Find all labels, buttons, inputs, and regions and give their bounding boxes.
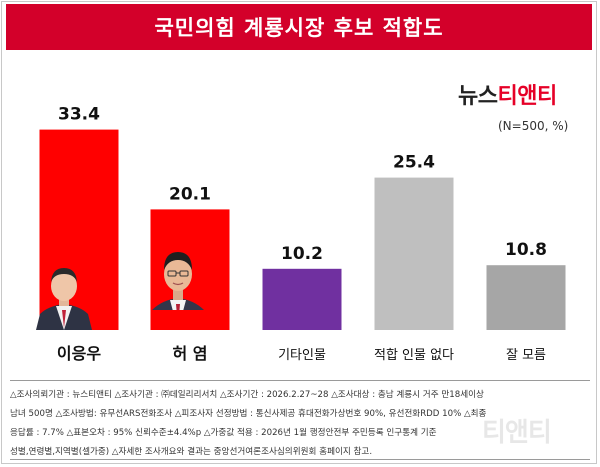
category-label-3: 기타인물 <box>278 348 326 363</box>
bar-5 <box>486 265 566 330</box>
survey-notes: △조사의뢰기관 : 뉴스티앤티 △조사기관 : ㈜데일리리서치 △조사기간 : … <box>10 380 590 460</box>
survey-notes-line: 남녀 500명 △조사방법: 유무선ARS전화조사 △피조사자 선정방법 : 통… <box>10 409 487 419</box>
category-label-2: 허 염 <box>172 344 207 363</box>
bar-value-label-5: 10.8 <box>505 240 547 260</box>
candidate-photo-heo <box>146 238 206 310</box>
logo-part-2: 티앤티 <box>497 84 557 109</box>
chart-title: 국민의힘 계룡시장 후보 적합도 <box>6 4 592 50</box>
unit-label: (N=500, %) <box>498 119 569 133</box>
category-label-5: 잘 모름 <box>506 348 546 363</box>
bar-value-label-3: 10.2 <box>281 244 323 264</box>
bar-value-label-2: 20.1 <box>169 184 211 204</box>
bar-value-label-4: 25.4 <box>393 153 435 173</box>
category-label-4: 적합 인물 없다 <box>374 348 454 363</box>
survey-notes-line: 성별,연령별,지역별(셀가중) △자세한 조사개요와 결과는 중앙선거여론조사심… <box>10 447 373 457</box>
bar-1 <box>39 129 119 330</box>
bar-3 <box>262 268 342 330</box>
bar-4 <box>374 177 454 330</box>
bar-value-label-1: 33.4 <box>58 105 100 125</box>
survey-notes-line: 응답률 : 7.7% △표본오차 : 95% 신뢰수준±4.4%p △가중값 적… <box>10 428 437 438</box>
candidate-photo-lee <box>34 258 94 330</box>
category-label-1: 이응우 <box>57 344 101 363</box>
logo-part-1: 뉴스 <box>458 84 498 109</box>
survey-notes-line: △조사의뢰기관 : 뉴스티앤티 △조사기관 : ㈜데일리리서치 △조사기간 : … <box>10 390 484 400</box>
news-tnt-logo: 뉴스티앤티 <box>458 78 557 110</box>
watermark-logo: 티앤티 <box>482 418 552 448</box>
